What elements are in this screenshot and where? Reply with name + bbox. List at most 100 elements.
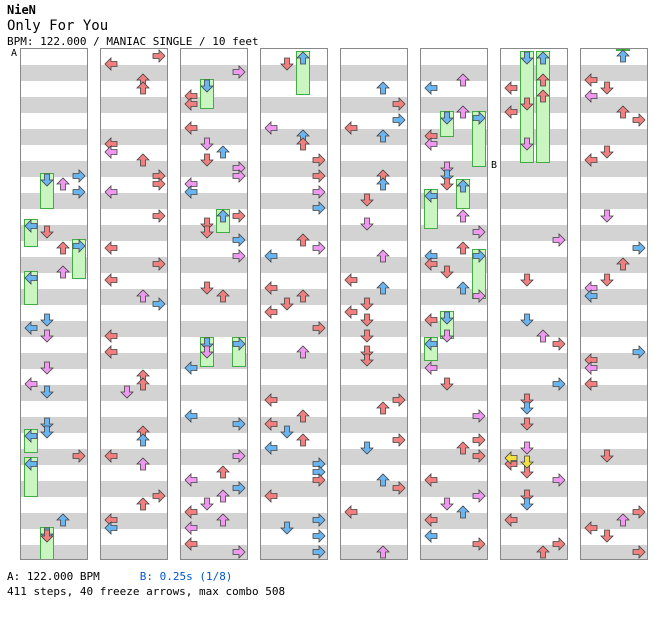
step-arrow	[136, 81, 150, 95]
step-arrow	[312, 529, 326, 543]
step-arrow	[40, 313, 54, 327]
step-arrow	[312, 153, 326, 167]
step-arrow	[184, 409, 198, 423]
step-arrow	[472, 433, 486, 447]
step-arrow	[232, 169, 246, 183]
step-arrow	[104, 513, 118, 527]
step-arrow	[424, 137, 438, 151]
step-arrow	[264, 305, 278, 319]
step-arrow	[552, 337, 566, 351]
step-arrow	[376, 177, 390, 191]
step-arrow	[472, 289, 486, 303]
step-arrow	[104, 185, 118, 199]
step-arrow	[296, 433, 310, 447]
step-arrow	[376, 281, 390, 295]
chart-meta: BPM: 122.000 / MANIAC SINGLE / 10 feet	[7, 35, 259, 48]
step-arrow	[632, 345, 646, 359]
step-arrow	[440, 177, 454, 191]
step-arrow	[296, 409, 310, 423]
step-arrow	[584, 153, 598, 167]
step-arrow	[440, 161, 454, 175]
step-arrow	[600, 449, 614, 463]
step-arrow	[456, 179, 470, 193]
step-arrow	[280, 57, 294, 71]
step-arrow	[264, 489, 278, 503]
bpm-legend: A: 122.000 BPM B: 0.25s (1/8)	[7, 570, 232, 583]
step-arrow	[136, 289, 150, 303]
step-arrow	[104, 137, 118, 151]
step-arrow	[600, 81, 614, 95]
chart-column-5	[340, 48, 408, 560]
step-arrow	[184, 121, 198, 135]
step-arrow	[520, 393, 534, 407]
step-arrow	[472, 537, 486, 551]
step-arrow	[392, 433, 406, 447]
step-arrow	[360, 217, 374, 231]
step-arrow	[104, 521, 118, 535]
step-arrow	[216, 489, 230, 503]
step-arrow	[232, 233, 246, 247]
step-arrow	[520, 51, 534, 65]
step-arrow	[216, 209, 230, 223]
step-arrow	[24, 377, 38, 391]
artist: NieN	[7, 3, 36, 17]
step-arrow	[424, 257, 438, 271]
step-arrow	[456, 505, 470, 519]
step-arrow	[152, 49, 166, 63]
step-arrow	[200, 497, 214, 511]
step-arrow	[104, 449, 118, 463]
step-arrow	[536, 545, 550, 559]
step-arrow	[152, 297, 166, 311]
step-arrow	[584, 361, 598, 375]
chart-column-1	[20, 48, 88, 560]
step-arrow	[392, 113, 406, 127]
step-arrow	[312, 321, 326, 335]
step-arrow	[40, 529, 54, 543]
step-arrow	[72, 185, 86, 199]
chart-column-4	[260, 48, 328, 560]
bpm-a-label: A: 122.000 BPM	[7, 570, 100, 583]
step-arrow	[600, 145, 614, 159]
step-arrow	[376, 401, 390, 415]
step-arrow	[72, 169, 86, 183]
step-arrow	[440, 329, 454, 343]
step-arrow	[584, 353, 598, 367]
step-arrow	[632, 545, 646, 559]
step-arrow	[360, 193, 374, 207]
step-arrow	[104, 241, 118, 255]
step-arrow	[200, 217, 214, 231]
step-arrow	[232, 417, 246, 431]
step-arrow	[264, 441, 278, 455]
step-arrow	[184, 97, 198, 111]
step-arrow	[312, 473, 326, 487]
chart-column-2	[100, 48, 168, 560]
step-arrow	[200, 153, 214, 167]
step-arrow	[24, 219, 38, 233]
step-arrow	[520, 401, 534, 415]
step-arrow	[472, 449, 486, 463]
step-arrow	[504, 81, 518, 95]
step-arrow	[536, 51, 550, 65]
step-arrow	[264, 249, 278, 263]
step-arrow	[584, 289, 598, 303]
step-arrow	[520, 273, 534, 287]
step-arrow	[520, 441, 534, 455]
marker-b: B	[491, 160, 498, 171]
step-arrow	[40, 173, 54, 187]
step-arrow	[520, 455, 534, 469]
step-arrow	[184, 177, 198, 191]
step-arrow	[152, 209, 166, 223]
step-arrow	[360, 345, 374, 359]
step-arrow	[472, 225, 486, 239]
step-arrow	[104, 329, 118, 343]
step-arrow	[520, 497, 534, 511]
step-arrow	[344, 273, 358, 287]
step-arrow	[56, 241, 70, 255]
step-arrow	[296, 137, 310, 151]
step-arrow	[632, 241, 646, 255]
step-arrow	[504, 105, 518, 119]
step-arrow	[200, 79, 214, 93]
step-arrow	[232, 545, 246, 559]
step-arrow	[472, 111, 486, 125]
step-arrow	[104, 273, 118, 287]
